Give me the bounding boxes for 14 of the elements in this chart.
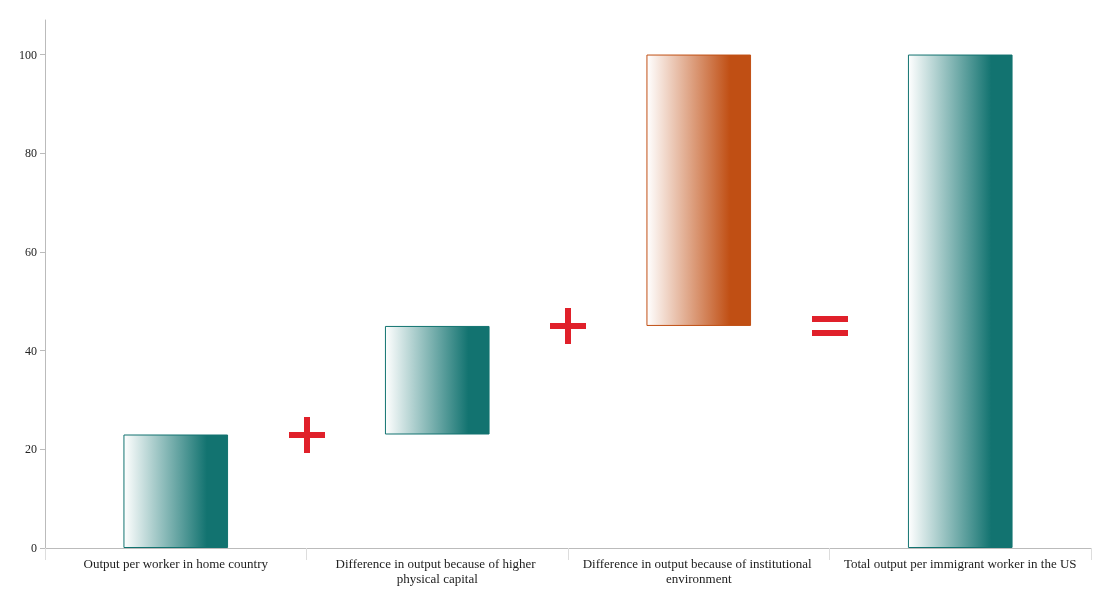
y-tick-label: 100 bbox=[19, 47, 37, 62]
y-tick-label: 60 bbox=[25, 244, 37, 259]
bar bbox=[646, 54, 752, 326]
bar bbox=[384, 325, 490, 435]
y-tick-label: 20 bbox=[25, 442, 37, 457]
y-tick-label: 0 bbox=[31, 541, 37, 555]
y-tick-label: 40 bbox=[25, 343, 37, 358]
bar bbox=[123, 434, 229, 548]
bar bbox=[907, 54, 1013, 548]
x-tick-label: Output per worker in home country bbox=[83, 556, 269, 571]
x-tick-label: Difference in output because of higher physical capital bbox=[335, 556, 539, 586]
x-tick-label: Difference in output because of institutional environment bbox=[582, 556, 815, 586]
x-tick-label: Total output per immigrant worker in the US bbox=[843, 556, 1077, 571]
y-tick-label: 80 bbox=[25, 146, 37, 161]
